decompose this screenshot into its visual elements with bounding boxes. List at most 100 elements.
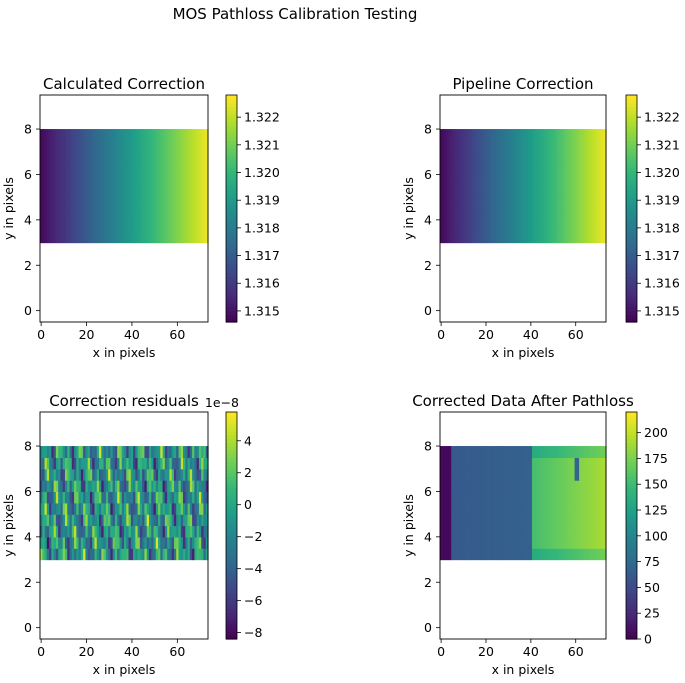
heatmap-cell [538,151,542,164]
heatmap-cell [101,480,105,493]
colorbar-segment [226,427,237,432]
heatmap-cell [536,491,540,504]
heatmap-cell [121,151,125,164]
heatmap-cell [525,468,529,481]
heatmap-cell [469,468,472,481]
heatmap-cell [574,208,578,221]
heatmap-cell [576,480,580,493]
heatmap-cell [597,480,600,493]
heatmap-cell [99,468,102,481]
heatmap-cell [196,525,200,538]
heatmap-cell [536,480,540,493]
heatmap-cell [601,174,605,187]
heatmap-cell [51,208,55,221]
heatmap-cell [139,525,143,538]
heatmap-cell [484,446,488,458]
heatmap-cell [83,548,87,561]
heatmap-cell [135,140,139,153]
heatmap-cell [471,480,475,493]
heatmap-cell [509,446,513,458]
heatmap-cell [94,525,98,538]
heatmap-cell [185,548,189,561]
heatmap-cell [590,174,594,187]
heatmap-cell [155,525,159,538]
heatmap-cell [74,480,77,493]
heatmap-cell [576,491,580,504]
heatmap-cell [196,514,200,527]
heatmap-cell [572,525,576,538]
heatmap-cell [549,548,553,561]
heatmap-cell [511,208,515,221]
heatmap-cell [103,502,107,515]
heatmap-cell [89,446,93,458]
heatmap-cell [453,480,457,493]
heatmap-cell [105,197,109,210]
heatmap-cell [49,151,52,164]
heatmap-cell [525,446,529,458]
heatmap-cell [529,457,533,470]
heatmap-cell [473,446,477,458]
heatmap-cell [62,536,66,549]
heatmap-cell [446,185,450,198]
heatmap-cell [173,480,177,493]
heatmap-cell [101,219,105,232]
heatmap-cell [135,446,139,458]
heatmap-cell [139,491,143,504]
heatmap-cell [484,219,488,232]
heatmap-cell [198,185,202,198]
heatmap-cell [451,197,455,210]
heatmap-cell [69,174,73,187]
heatmap-cell [185,457,189,470]
heatmap-cell [453,457,457,470]
heatmap-cell [514,548,517,561]
heatmap-cell [451,548,455,561]
heatmap-cell [480,129,484,141]
heatmap-cell [85,174,89,187]
heatmap-cell [69,548,73,561]
heatmap-cell [534,457,538,470]
heatmap-cell [60,514,64,527]
heatmap-cell [567,536,571,549]
heatmap-cell [108,548,111,561]
heatmap-cell [455,525,459,538]
heatmap-cell [527,185,531,198]
heatmap-cell [446,525,450,538]
heatmap-cell [576,231,580,244]
heatmap-cell [178,548,182,561]
heatmap-cell [475,548,479,561]
heatmap-cell [187,480,191,493]
heatmap-cell [534,208,538,221]
heatmap-cell [525,129,529,141]
heatmap-cell [74,491,77,504]
heatmap-cell [103,197,107,210]
heatmap-cell [601,151,605,164]
colorbar-segment [226,423,237,428]
heatmap-cell [523,446,526,458]
heatmap-cell [484,536,488,549]
heatmap-cell [601,208,605,221]
heatmap-cell [42,185,46,198]
heatmap-cell [162,491,166,504]
heatmap-cell [514,208,517,221]
heatmap-cell [570,174,573,187]
heatmap-cell [67,525,71,538]
colorbar-segment [626,310,637,316]
heatmap-cell [484,231,488,244]
heatmap-cell [466,219,470,232]
colorbar-segment [626,129,637,134]
heatmap-cell [457,219,461,232]
heatmap-cell [49,446,52,458]
heatmap-cell [493,151,497,164]
heatmap-cell [92,480,96,493]
heatmap-cell [178,185,182,198]
heatmap-cell [489,231,493,244]
y-tick-label: 2 [424,258,432,273]
heatmap-cell [460,548,464,561]
heatmap-cell [457,231,461,244]
heatmap-cell [42,502,46,515]
heatmap-cell [60,129,64,141]
heatmap-cell [103,548,107,561]
heatmap-cell [144,163,148,176]
heatmap-cell [496,129,499,141]
heatmap-cell [507,502,511,515]
